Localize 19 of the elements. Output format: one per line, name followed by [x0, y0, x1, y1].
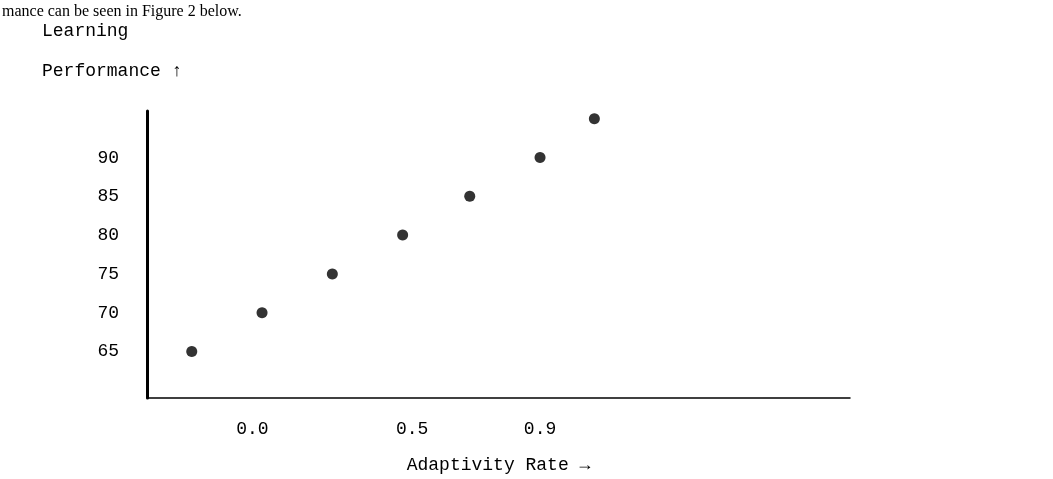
text: mance can be seen in Figure 2 below.: [2, 1, 242, 20]
point: [256, 307, 268, 319]
point: [464, 190, 476, 202]
point: [186, 345, 198, 357]
point: [397, 229, 409, 241]
y-tick-label: 70: [97, 302, 119, 323]
y-tick-label: 80: [97, 225, 119, 246]
point: [588, 113, 600, 125]
x-tick-label: 0.0: [236, 419, 269, 439]
y-tick-label: 65: [97, 341, 119, 362]
y-axis-title: Learning Performance ↑: [42, 21, 183, 81]
point: [326, 268, 338, 280]
y-tick-label: 90: [97, 147, 119, 168]
y-tick-label: 85: [97, 186, 119, 207]
x-tick-label: 0.9: [523, 419, 557, 439]
y-tick-label: 75: [97, 263, 119, 284]
x-tick-label: 0.5: [396, 419, 429, 439]
x-axis-title: Adaptivity Rate →: [406, 455, 591, 475]
point: [534, 152, 546, 164]
